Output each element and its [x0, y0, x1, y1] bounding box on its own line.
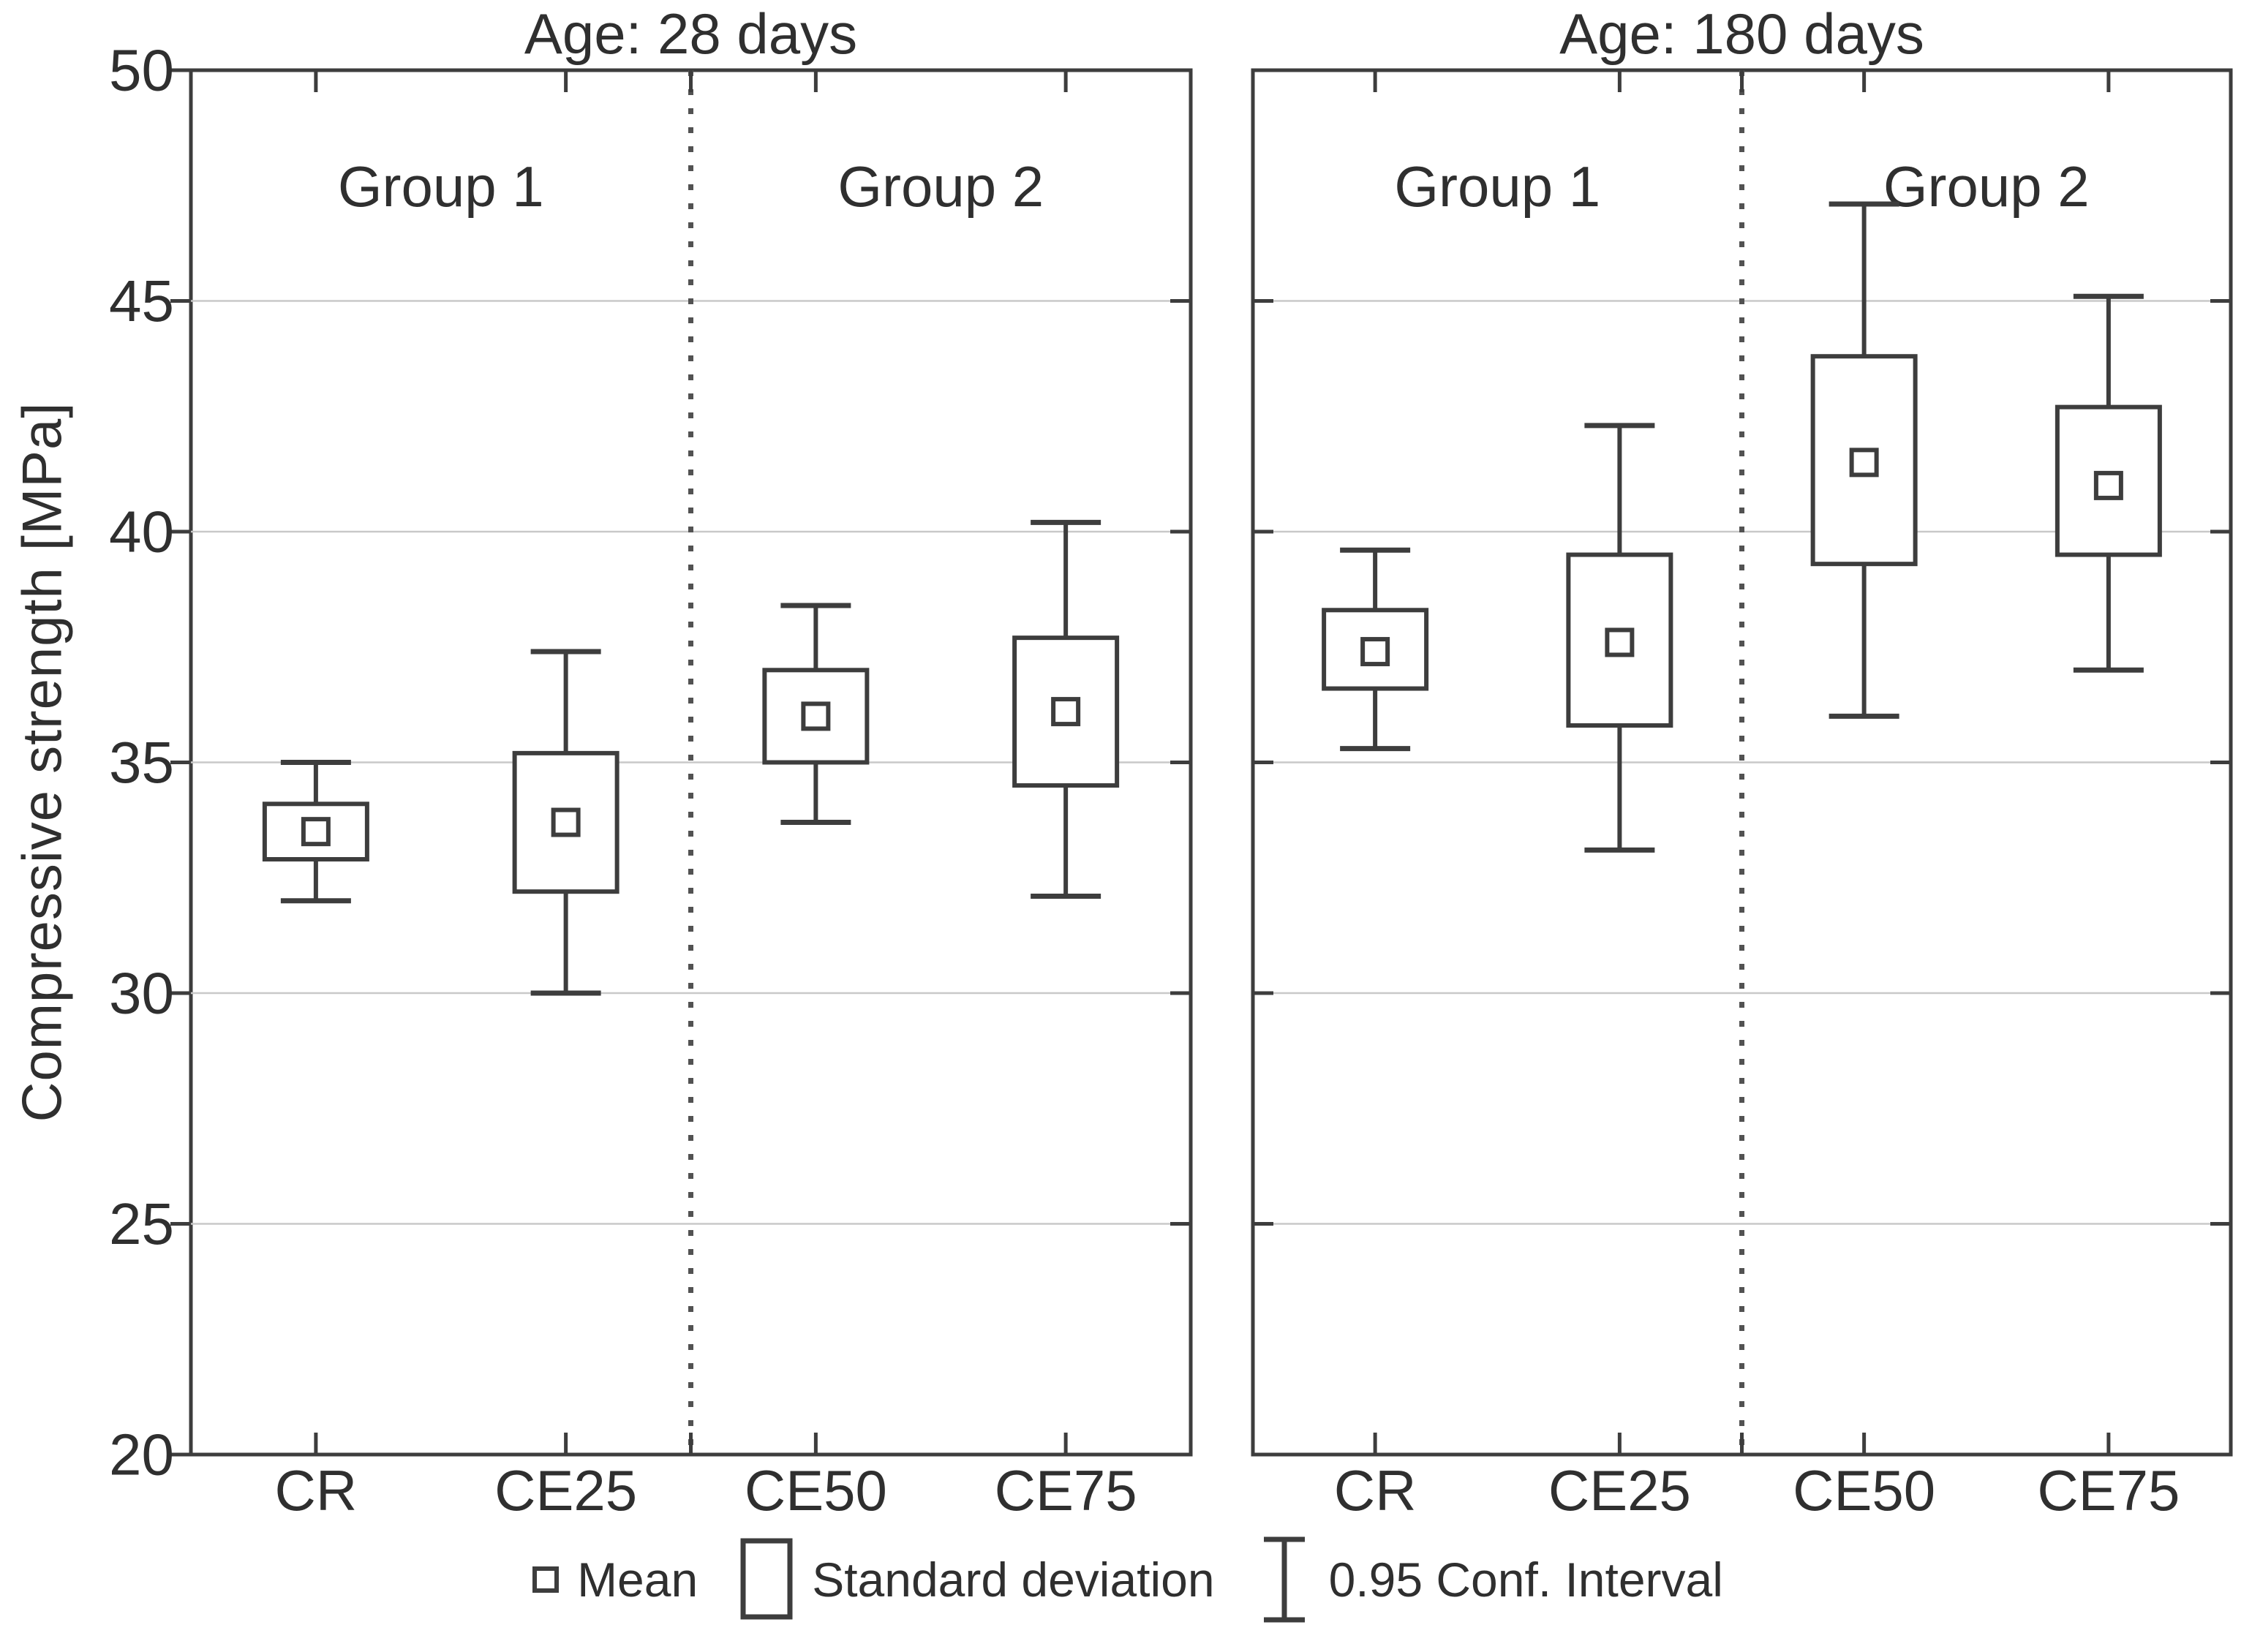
legend-label-sd: Standard deviation	[812, 1553, 1215, 1607]
mean-marker-CE50-28d	[801, 701, 831, 731]
mean-marker-CE25-28d	[551, 807, 581, 837]
y-tick-label-40: 40	[109, 499, 174, 565]
ci-whisker-icon	[1263, 1536, 1305, 1623]
category-label-CR-28d: CR	[275, 1458, 358, 1523]
legend-label-ci: 0.95 Conf. Interval	[1328, 1553, 1723, 1607]
legend-item-mean: Mean	[529, 1552, 698, 1607]
mean-marker-CE25-180d	[1605, 627, 1635, 657]
category-label-CE75-28d: CE75	[995, 1458, 1137, 1523]
category-label-CE25-28d: CE25	[494, 1458, 637, 1523]
y-axis-title: Compressive strength [MPa]	[11, 401, 74, 1123]
legend-item-ci: 0.95 Conf. Interval	[1254, 1531, 1723, 1629]
y-tick-label-50: 50	[109, 38, 174, 103]
mean-marker-CR-28d	[301, 817, 331, 847]
sd-box-icon	[740, 1538, 793, 1620]
mean-marker-CE50-180d	[1849, 448, 1879, 478]
y-tick-label-25: 25	[109, 1191, 174, 1256]
group-label-1-28d: Group 1	[338, 154, 544, 219]
category-label-CE50-180d: CE50	[1793, 1458, 1935, 1523]
category-label-CE50-28d: CE50	[745, 1458, 887, 1523]
legend-item-sd: Standard deviation	[737, 1535, 1215, 1624]
panel-title-180d: Age: 180 days	[1559, 1, 1924, 66]
category-label-CE75-180d: CE75	[2037, 1458, 2180, 1523]
group-label-2-28d: Group 2	[837, 154, 1044, 219]
mean-marker-CE75-180d	[2093, 470, 2123, 500]
mean-marker-CR-180d	[1360, 637, 1390, 667]
mean-square-icon	[532, 1566, 560, 1593]
y-tick-label-30: 30	[109, 961, 174, 1026]
group-label-1-180d: Group 1	[1394, 154, 1600, 219]
legend-label-mean: Mean	[577, 1553, 698, 1607]
y-tick-label-20: 20	[109, 1422, 174, 1487]
legend: Mean Standard deviation 0.95 Conf. Inter…	[0, 1525, 2252, 1634]
group-label-2-180d: Group 2	[1883, 154, 2090, 219]
y-tick-label-35: 35	[109, 730, 174, 795]
panel-title-28d: Age: 28 days	[524, 1, 857, 66]
y-tick-label-45: 45	[109, 268, 174, 333]
category-label-CR-180d: CR	[1334, 1458, 1417, 1523]
category-label-CE25-180d: CE25	[1548, 1458, 1691, 1523]
mean-marker-CE75-28d	[1051, 697, 1081, 727]
